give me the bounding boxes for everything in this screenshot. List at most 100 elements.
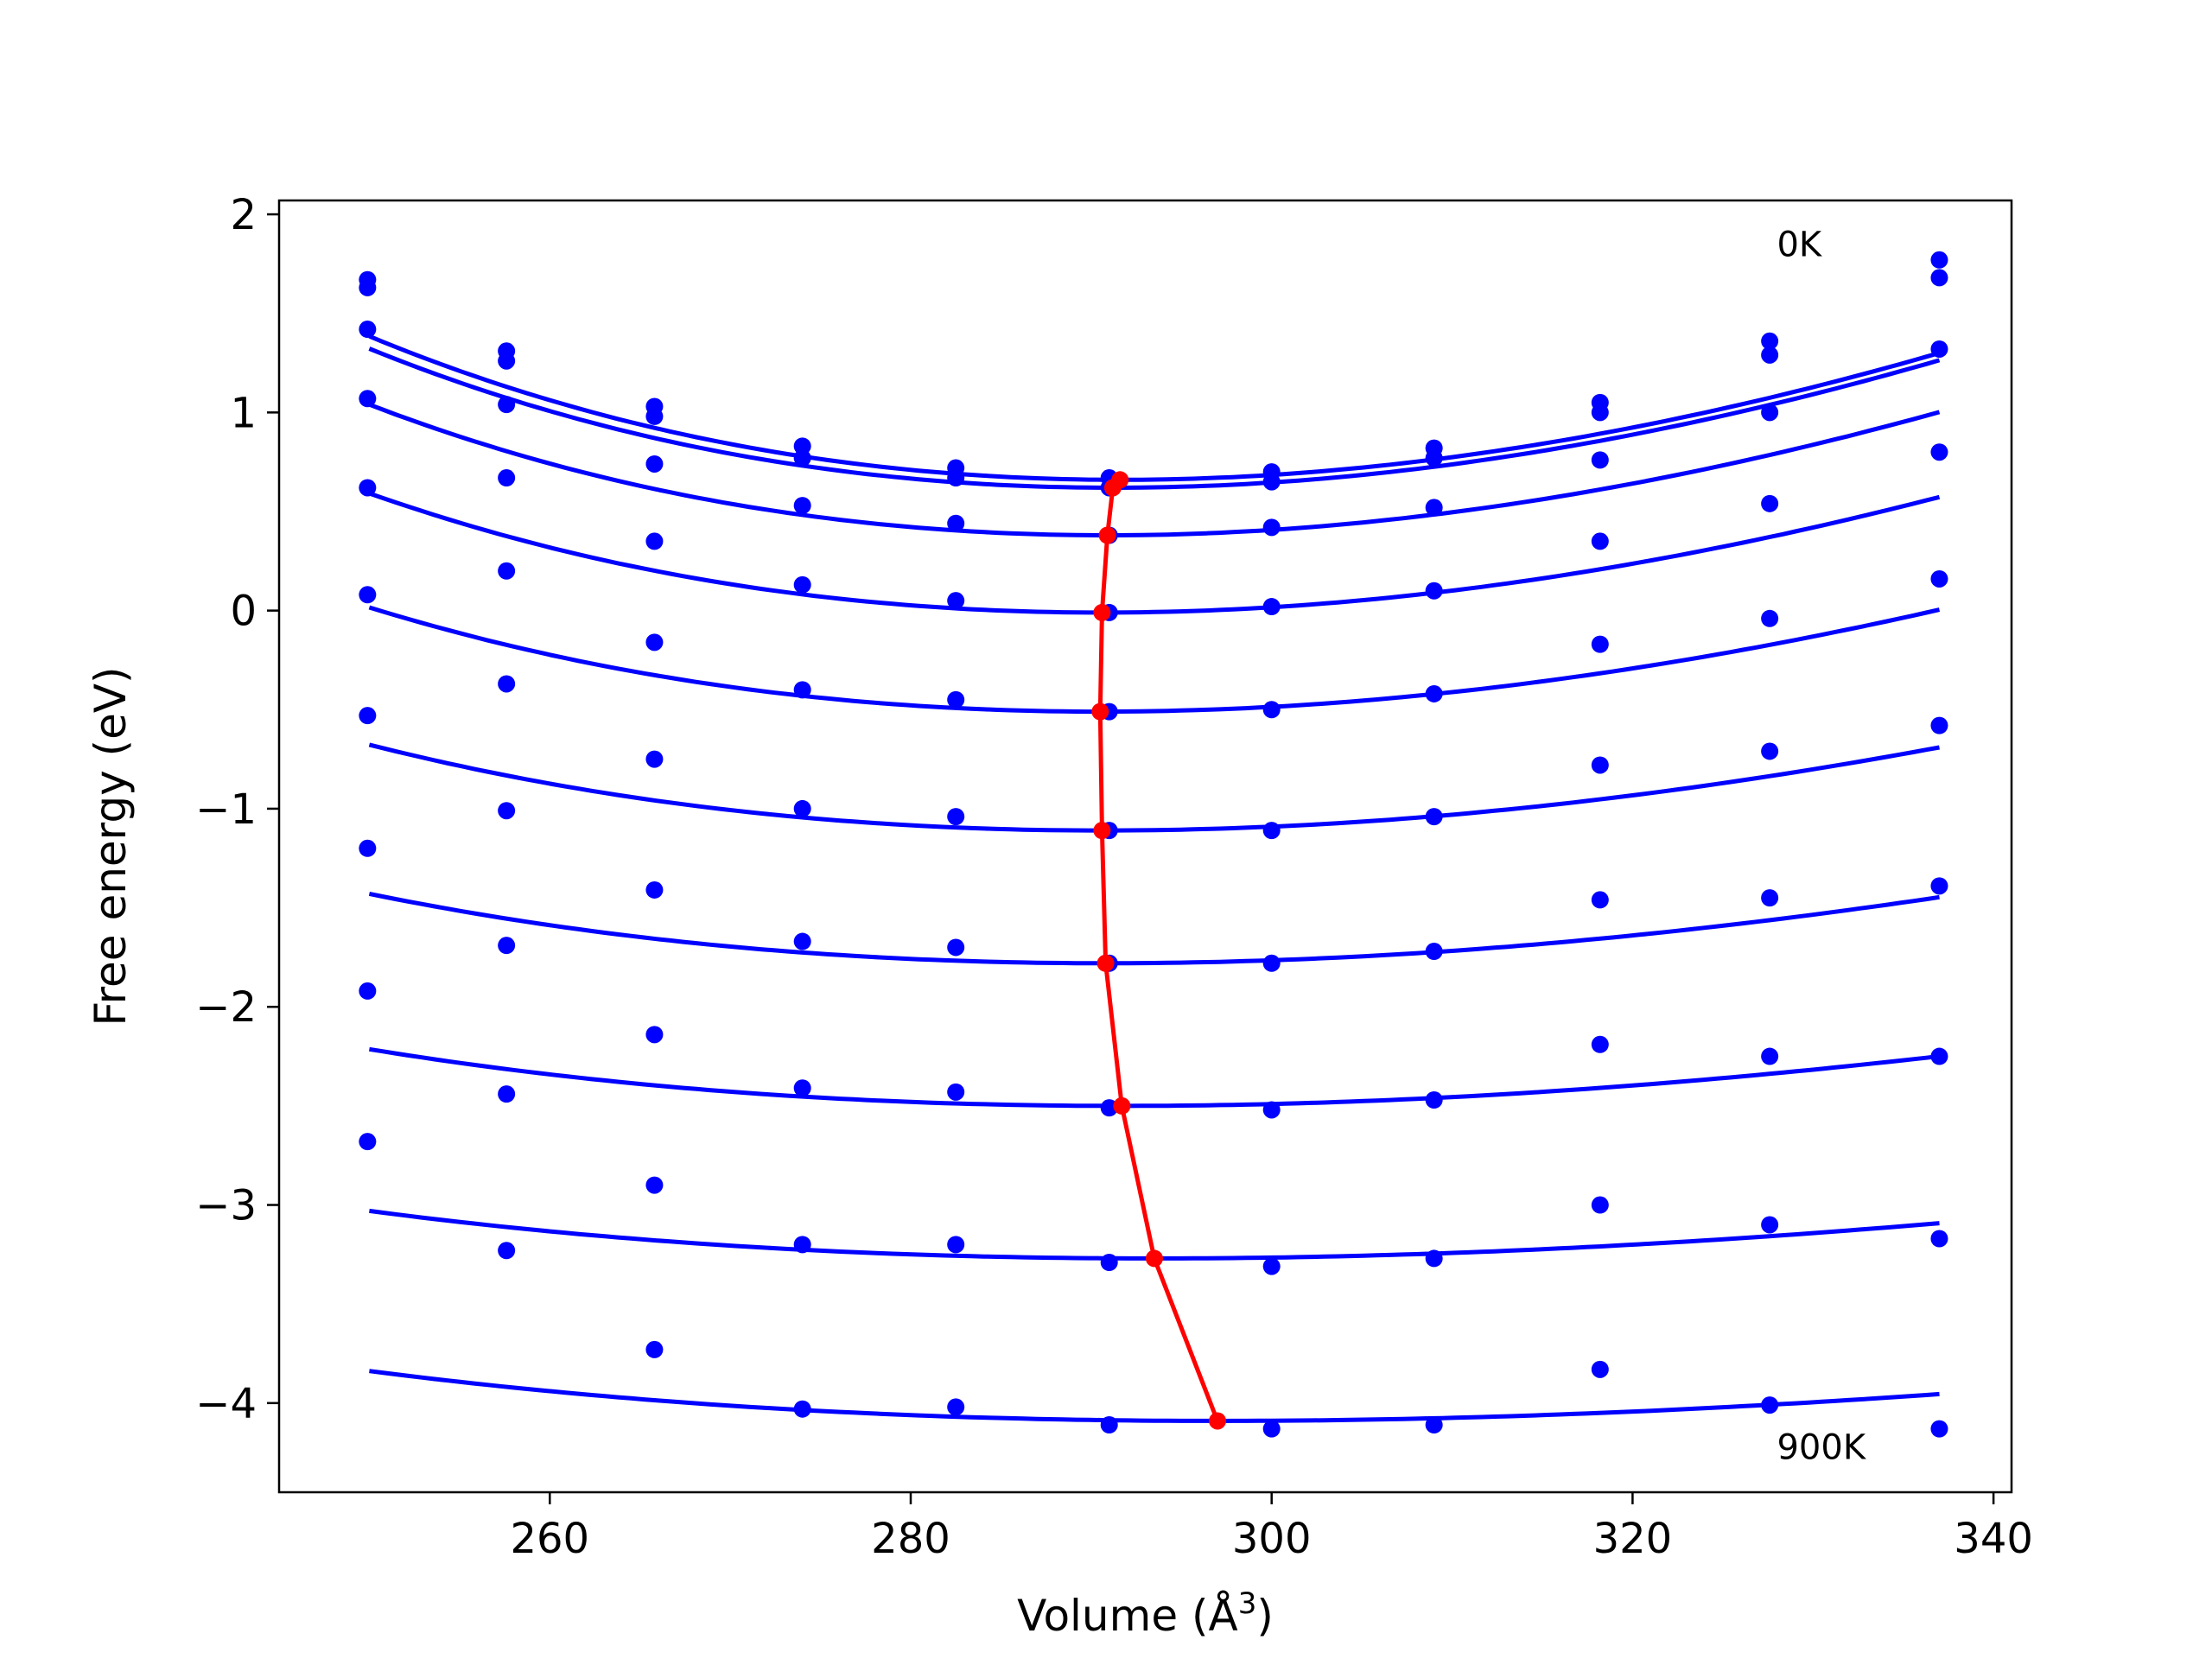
fit-curve-4 — [368, 605, 1941, 715]
data-point-7-9 — [1761, 1047, 1779, 1065]
data-point-4-4 — [947, 690, 965, 709]
data-point-5-2 — [645, 750, 664, 768]
data-point-9-0 — [359, 1133, 377, 1151]
data-point-3-4 — [947, 592, 965, 610]
data-point-6-2 — [645, 880, 664, 899]
data-point-9-1 — [498, 1242, 516, 1260]
data-point-6-8 — [1591, 891, 1609, 909]
data-point-6-6 — [1262, 954, 1281, 972]
data-point-8-0 — [359, 982, 377, 1000]
minimum-path-line — [1097, 478, 1220, 1422]
data-point-2-1 — [498, 396, 516, 414]
data-point-1-2 — [645, 407, 664, 425]
data-point-1-8 — [1591, 404, 1609, 422]
y-tick-label-6: 2 — [230, 191, 257, 239]
y-tick-label-2: −2 — [195, 983, 257, 1032]
data-point-3-8 — [1591, 532, 1609, 550]
y-tick-label-3: −1 — [195, 785, 257, 834]
fit-curve-0 — [368, 334, 1941, 482]
y-axis-ticks: −4 −3 −2 −1 0 1 2 — [195, 191, 279, 1428]
data-point-4-1 — [498, 562, 516, 580]
data-point-5-10 — [1930, 716, 1948, 734]
data-point-2-7 — [1425, 499, 1443, 517]
data-point-8-3 — [793, 1236, 811, 1254]
data-point-9-8 — [1591, 1360, 1609, 1378]
data-point-1-6 — [1262, 473, 1281, 491]
data-point-9-2 — [645, 1340, 664, 1358]
x-tick-label-320: 320 — [1593, 1515, 1673, 1563]
minimum-point-8 — [1145, 1249, 1163, 1268]
y-tick-label-5: 1 — [230, 389, 257, 437]
data-point-3-10 — [1930, 443, 1948, 461]
data-point-9-9 — [1761, 1396, 1779, 1414]
data-point-2-4 — [947, 514, 965, 532]
data-point-5-7 — [1425, 808, 1443, 826]
data-point-2-9 — [1761, 404, 1779, 422]
data-point-8-10 — [1930, 1230, 1948, 1248]
data-point-8-4 — [947, 1236, 965, 1254]
data-point-2-3 — [793, 497, 811, 515]
data-point-3-1 — [498, 469, 516, 487]
fit-curve-1 — [368, 346, 1941, 491]
data-point-4-10 — [1930, 569, 1948, 588]
data-point-8-2 — [645, 1176, 664, 1194]
x-axis-label-superscript: 3 — [1238, 1586, 1257, 1621]
data-point-2-8 — [1591, 451, 1609, 469]
minimum-point-4 — [1091, 702, 1109, 721]
data-point-4-2 — [645, 633, 664, 652]
data-point-9-4 — [947, 1398, 965, 1416]
data-point-2-0 — [359, 321, 377, 339]
data-point-6-4 — [947, 938, 965, 957]
minimum-point-2 — [1098, 526, 1116, 544]
x-tick-label-280: 280 — [871, 1515, 950, 1563]
data-point-8-6 — [1262, 1257, 1281, 1275]
y-tick-label-4: 0 — [230, 588, 257, 636]
data-point-5-1 — [498, 675, 516, 693]
data-point-9-5 — [1100, 1416, 1118, 1434]
data-point-7-2 — [645, 1026, 664, 1044]
data-point-6-9 — [1761, 889, 1779, 907]
data-point-6-7 — [1425, 943, 1443, 961]
y-tick-label-1: −3 — [195, 1182, 257, 1230]
data-point-1-3 — [793, 449, 811, 467]
data-point-6-1 — [498, 802, 516, 820]
fit-curve-3 — [368, 491, 1941, 615]
data-point-7-0 — [359, 839, 377, 857]
data-point-4-0 — [359, 479, 377, 497]
minimum-point-3 — [1093, 603, 1111, 621]
x-axis-label: Volume (Å3) — [1017, 1586, 1274, 1641]
fit-curve-7 — [369, 1046, 1940, 1109]
data-point-6-0 — [359, 707, 377, 725]
minimum-point-7 — [1113, 1096, 1131, 1115]
data-point-0-9 — [1761, 332, 1779, 350]
data-point-8-1 — [498, 1085, 516, 1103]
fit-curve-9 — [369, 1369, 1940, 1424]
data-point-0-10 — [1930, 251, 1948, 269]
minimum-point-1 — [1103, 479, 1122, 497]
data-point-4-7 — [1425, 684, 1443, 702]
data-point-8-8 — [1591, 1196, 1609, 1214]
fit-curve-2 — [368, 402, 1941, 537]
data-point-1-7 — [1425, 449, 1443, 467]
data-point-5-4 — [947, 808, 965, 826]
data-point-2-2 — [645, 454, 664, 473]
data-point-9-10 — [1930, 1420, 1948, 1438]
data-point-5-8 — [1591, 756, 1609, 774]
x-tick-label-300: 300 — [1232, 1515, 1312, 1563]
data-point-9-3 — [793, 1400, 811, 1418]
data-point-3-3 — [793, 575, 811, 594]
annotation-900k: 900K — [1777, 1427, 1866, 1467]
minimum-point-9 — [1209, 1412, 1227, 1430]
y-tick-label-0: −4 — [195, 1380, 257, 1428]
minimum-point-6 — [1096, 954, 1115, 972]
data-point-5-0 — [359, 586, 377, 604]
data-point-3-0 — [359, 390, 377, 408]
fit-curve-6 — [368, 891, 1940, 966]
x-tick-label-340: 340 — [1954, 1515, 2033, 1563]
x-axis-label-text: Volume (Å — [1017, 1591, 1238, 1641]
data-point-5-3 — [793, 799, 811, 817]
data-point-1-10 — [1930, 269, 1948, 287]
data-point-2-6 — [1262, 518, 1281, 537]
data-point-4-8 — [1591, 635, 1609, 653]
